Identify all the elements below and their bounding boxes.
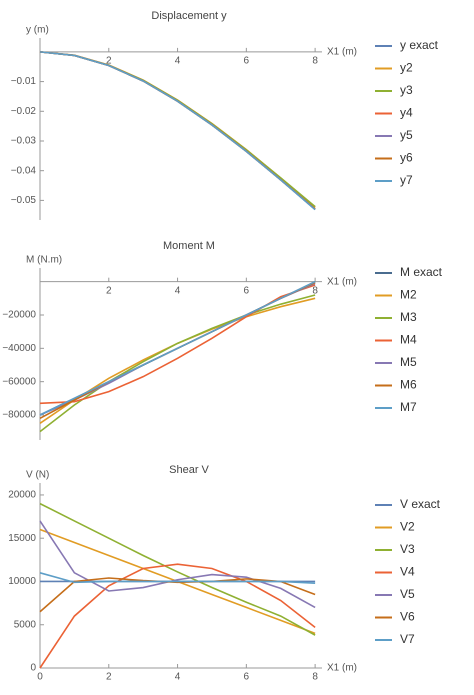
- y-tick-label: −0.05: [11, 195, 37, 206]
- y-tick-label: 5000: [14, 619, 37, 630]
- y-tick-label: −0.01: [11, 76, 37, 87]
- legend-label: V7: [400, 632, 415, 646]
- y-tick-label: 10000: [8, 576, 36, 587]
- series-line: [39, 280, 316, 416]
- legend-label: V6: [400, 610, 415, 624]
- y-tick-label: 20000: [8, 490, 36, 501]
- series-line: [39, 297, 316, 424]
- legend-label: M7: [400, 400, 417, 414]
- x-tick-label: 8: [312, 285, 318, 296]
- series-line: [39, 502, 316, 636]
- legend-label: y3: [400, 83, 413, 97]
- y-tick-label: −40000: [2, 343, 36, 354]
- legend-label: y exact: [400, 38, 439, 52]
- legend-label: M4: [400, 333, 417, 347]
- x-axis-label: X1 (m): [327, 276, 357, 287]
- x-tick-label: 0: [37, 672, 43, 683]
- y-axis-label: y (m): [26, 25, 49, 36]
- y-tick-label: −60000: [2, 376, 36, 387]
- legend-label: y5: [400, 128, 413, 142]
- y-tick-label: −0.02: [11, 106, 37, 117]
- legend-label: V exact: [400, 497, 441, 511]
- legend-label: V5: [400, 587, 415, 601]
- x-tick-label: 6: [244, 285, 250, 296]
- x-tick-label: 2: [106, 285, 112, 296]
- x-axis-label: X1 (m): [327, 47, 357, 58]
- y-tick-label: 15000: [8, 533, 36, 544]
- series-line: [39, 51, 316, 210]
- series-line: [39, 51, 316, 211]
- legend-label: y7: [400, 173, 413, 187]
- x-axis-label: X1 (m): [327, 663, 357, 674]
- x-tick-label: 6: [244, 672, 250, 683]
- series-line: [39, 572, 316, 585]
- legend-label: M3: [400, 310, 417, 324]
- series-line: [39, 51, 316, 210]
- x-tick-label: 2: [106, 672, 112, 683]
- y-tick-label: −0.03: [11, 136, 37, 147]
- series-line: [39, 294, 316, 433]
- x-tick-label: 8: [312, 56, 318, 67]
- x-tick-label: 8: [312, 672, 318, 683]
- series-line: [39, 51, 316, 209]
- series-line: [39, 563, 316, 669]
- chart-title: Shear V: [169, 464, 209, 476]
- legend-label: M2: [400, 288, 417, 302]
- legend-label: M exact: [400, 265, 443, 279]
- x-tick-label: 2: [106, 56, 112, 67]
- series-line: [39, 51, 316, 210]
- legend-label: y6: [400, 151, 413, 165]
- series-line: [39, 51, 316, 208]
- series-line: [39, 281, 316, 420]
- legend-label: M5: [400, 355, 417, 369]
- y-axis-label: V (N): [26, 470, 49, 481]
- y-tick-label: −80000: [2, 410, 36, 421]
- series-line: [39, 520, 316, 609]
- x-tick-label: 4: [175, 672, 181, 683]
- legend-label: V2: [400, 520, 415, 534]
- y-tick-label: 0: [30, 663, 36, 674]
- x-tick-label: 4: [175, 285, 181, 296]
- y-tick-label: −0.04: [11, 165, 37, 176]
- x-tick-label: 6: [244, 56, 250, 67]
- x-tick-label: 4: [175, 56, 181, 67]
- legend-label: y4: [400, 106, 413, 120]
- y-axis-label: M (N.m): [26, 255, 62, 266]
- legend-label: V3: [400, 542, 415, 556]
- legend-label: V4: [400, 565, 415, 579]
- legend-label: M6: [400, 378, 417, 392]
- series-line: [39, 577, 316, 613]
- series-line: [39, 51, 316, 210]
- chart-title: Displacement y: [151, 10, 227, 22]
- y-tick-label: −20000: [2, 310, 36, 321]
- chart-title: Moment M: [163, 240, 215, 252]
- legend-label: y2: [400, 61, 413, 75]
